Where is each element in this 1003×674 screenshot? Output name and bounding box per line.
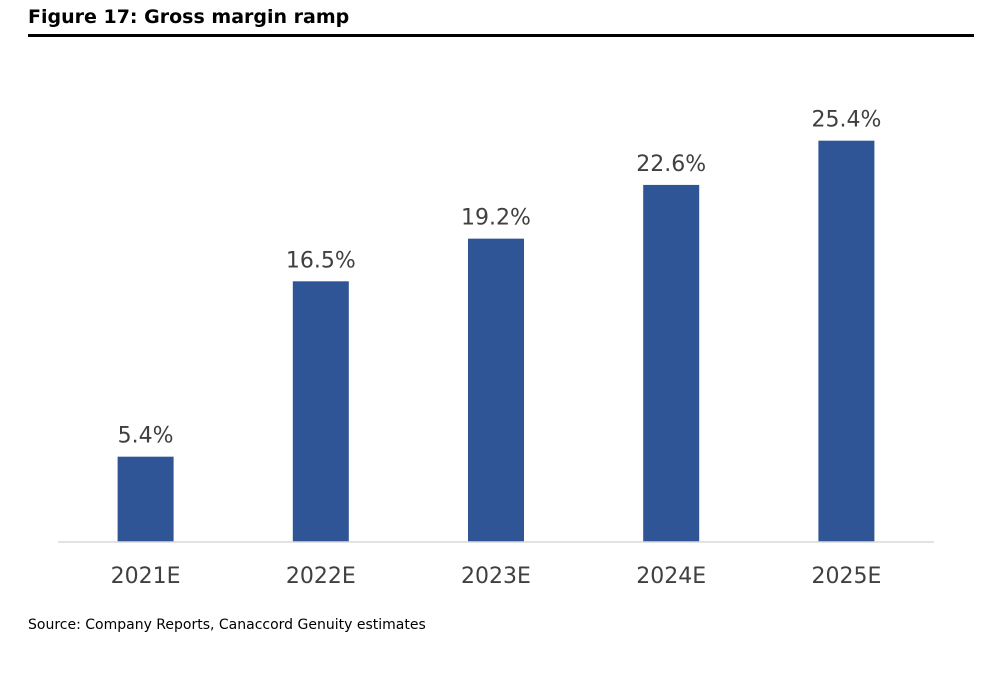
source-note: Source: Company Reports, Canaccord Genui… xyxy=(28,617,426,633)
data-label-2025E: 25.4% xyxy=(811,108,881,133)
x-tick-label-2024E: 2024E xyxy=(636,564,706,589)
bars-group xyxy=(117,140,875,543)
data-labels-group: 5.4% 16.5% 19.2% 22.6% 25.4% xyxy=(118,108,882,449)
bar-2022E xyxy=(292,281,349,542)
data-label-2022E: 16.5% xyxy=(286,248,356,273)
x-tick-label-2021E: 2021E xyxy=(111,564,181,589)
bar-2025E xyxy=(818,140,875,542)
data-label-2024E: 22.6% xyxy=(636,152,706,177)
x-tick-label-2023E: 2023E xyxy=(461,564,531,589)
bar-2023E xyxy=(468,238,524,542)
data-label-2023E: 19.2% xyxy=(461,206,531,231)
title-rule xyxy=(28,34,974,37)
x-tick-label-2025E: 2025E xyxy=(811,564,881,589)
bar-2021E xyxy=(117,456,174,542)
bar-2024E xyxy=(643,184,700,543)
x-tick-label-2022E: 2022E xyxy=(286,564,356,589)
x-tick-labels-group: 2021E 2022E 2023E 2024E 2025E xyxy=(111,564,882,589)
figure-title: Figure 17: Gross margin ramp xyxy=(28,6,350,28)
data-label-2021E: 5.4% xyxy=(118,424,174,449)
